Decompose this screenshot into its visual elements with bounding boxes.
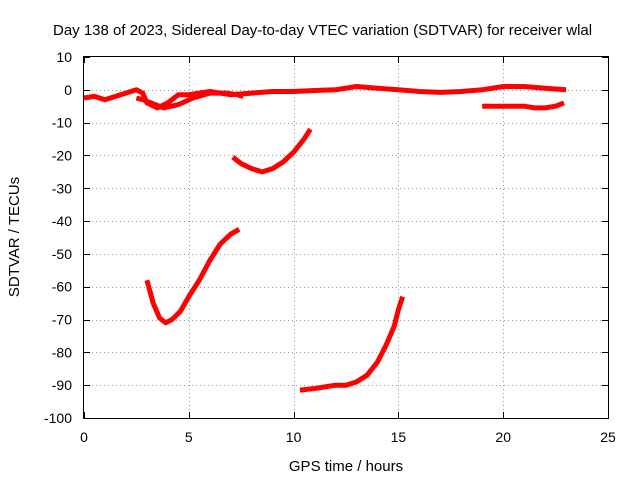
y-tick-label: -10 (52, 115, 72, 131)
series-line-arc-2 (135, 90, 244, 111)
x-tick-label: 5 (185, 429, 193, 445)
x-tick-label: 15 (391, 429, 407, 445)
y-tick-label: -50 (52, 246, 72, 262)
x-tick-label: 25 (600, 429, 616, 445)
grid (84, 57, 608, 418)
y-tick-label: -30 (52, 180, 72, 196)
series-line-arc-1 (83, 84, 567, 111)
chart-title: Day 138 of 2023, Sidereal Day-to-day VTE… (53, 22, 592, 39)
x-axis-label: GPS time / hours (289, 458, 403, 475)
y-tick-label: -70 (52, 312, 72, 328)
y-tick-label: -100 (44, 410, 72, 426)
plot-frame (83, 56, 609, 419)
series-layer (83, 84, 567, 393)
y-tick-label: -60 (52, 279, 72, 295)
x-tick-label: 10 (286, 429, 302, 445)
y-tick-label: -40 (52, 213, 72, 229)
y-tick-label: 0 (64, 82, 72, 98)
x-tick-label: 0 (80, 429, 88, 445)
y-tick-label: -80 (52, 344, 72, 360)
y-tick-label: -90 (52, 377, 72, 393)
x-tick-label: 20 (495, 429, 511, 445)
y-tick-label: -20 (52, 147, 72, 163)
series-line-arc-4 (144, 227, 241, 326)
y-tick-label: 10 (56, 49, 72, 65)
series-line-arc-6 (482, 100, 565, 111)
y-axis-label: SDTVAR / TECUs (6, 177, 23, 297)
series-line-arc-5 (299, 295, 405, 393)
tick-labels: 10 0 -10 -20 -30 -40 -50 -60 -70 -80 -90 -100 0 5 10 15… (44, 49, 616, 445)
series-line-arc-3 (231, 127, 313, 175)
ticks (84, 57, 609, 419)
